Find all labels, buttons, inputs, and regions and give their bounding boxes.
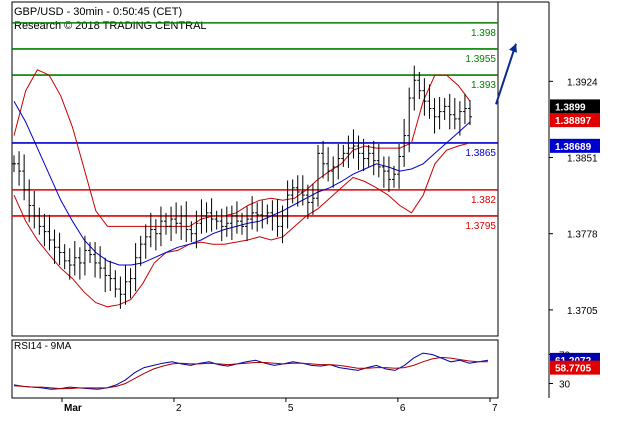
bollinger-lower-band xyxy=(13,142,471,308)
rsi-moving-average-line xyxy=(13,356,488,390)
rsi-value-box xyxy=(550,360,600,375)
projection-arrow-head xyxy=(509,43,517,53)
price-axis-label: 1.3705 xyxy=(567,306,598,317)
x-axis-label: 2 xyxy=(176,403,182,414)
bollinger-upper-band xyxy=(13,69,471,227)
rsi-line xyxy=(13,352,489,390)
price-axis-label: 1.3778 xyxy=(567,230,598,241)
rsi-panel-frame xyxy=(11,339,499,399)
price-value-box xyxy=(550,138,600,153)
rsi-value-label: 58.7705 xyxy=(555,364,592,375)
instrument-title: GBP/USD - 30min - 0:50:45 (CET) xyxy=(14,6,183,18)
level-label: 1.398 xyxy=(471,28,496,39)
level-label: 1.393 xyxy=(471,80,496,91)
price-axis-label: 1.3851 xyxy=(567,154,598,165)
level-label: 1.3955 xyxy=(465,54,496,65)
price-value-box xyxy=(550,113,600,128)
projection-arrow-shaft xyxy=(495,43,517,105)
level-label: 1.3795 xyxy=(465,221,496,232)
x-axis-label: Mar xyxy=(64,403,82,414)
level-label: 1.3865 xyxy=(465,148,496,159)
level-label: 1.382 xyxy=(471,195,496,206)
price-value-label: 1.3899 xyxy=(555,102,586,113)
rsi-axis-label: 30 xyxy=(559,380,571,391)
price-value-box xyxy=(550,99,600,114)
rsi-panel-title: RSI14 - 9MA xyxy=(14,341,72,352)
x-axis-label: 5 xyxy=(288,403,294,414)
price-value-label: 1.38897 xyxy=(555,116,592,127)
x-axis-label: 7 xyxy=(492,403,498,414)
price-axis-label: 1.3924 xyxy=(567,77,598,88)
x-axis-label: 6 xyxy=(400,403,406,414)
price-value-label: 1.38689 xyxy=(555,142,592,153)
moving-average-line xyxy=(13,100,471,266)
price-panel-frame xyxy=(11,1,499,337)
